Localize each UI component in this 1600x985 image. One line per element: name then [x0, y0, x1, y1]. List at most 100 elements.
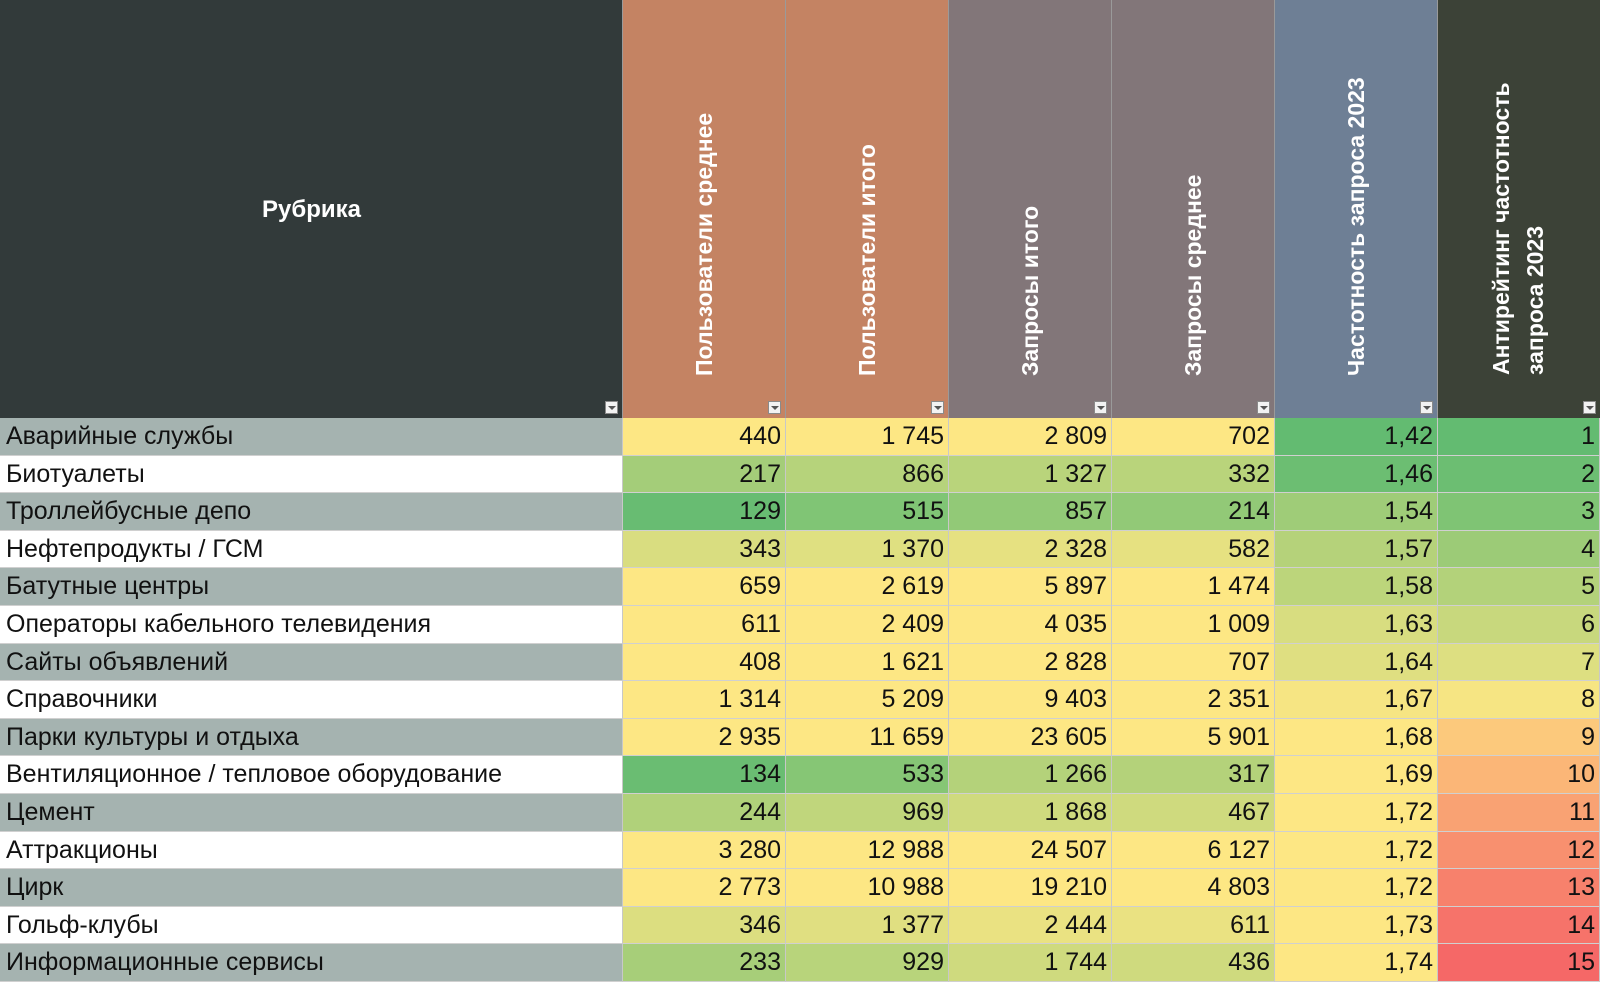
- header-frequency[interactable]: Частотность запроса 2023: [1275, 0, 1438, 418]
- users-total-cell[interactable]: 10 988: [786, 869, 949, 907]
- anti-cell[interactable]: 14: [1438, 906, 1600, 945]
- req-avg-cell[interactable]: 707: [1112, 643, 1275, 682]
- req-total-cell[interactable]: 1 868: [949, 794, 1112, 832]
- req-total-cell[interactable]: 1 266: [949, 756, 1112, 794]
- req-total-cell[interactable]: 2 328: [949, 530, 1112, 569]
- rubric-cell[interactable]: Батутные центры: [0, 568, 623, 606]
- filter-dropdown-icon[interactable]: [1583, 401, 1596, 414]
- filter-dropdown-icon[interactable]: [931, 401, 944, 414]
- users-total-cell[interactable]: 5 209: [786, 681, 949, 719]
- anti-cell[interactable]: 8: [1438, 681, 1600, 719]
- anti-cell[interactable]: 9: [1438, 718, 1600, 757]
- freq-cell[interactable]: 1,73: [1275, 906, 1438, 945]
- users-avg-cell[interactable]: 2 773: [623, 869, 786, 907]
- freq-cell[interactable]: 1,54: [1275, 493, 1438, 531]
- users-total-cell[interactable]: 929: [786, 944, 949, 982]
- anti-cell[interactable]: 3: [1438, 493, 1600, 531]
- users-avg-cell[interactable]: 244: [623, 794, 786, 832]
- req-avg-cell[interactable]: 332: [1112, 455, 1275, 494]
- freq-cell[interactable]: 1,69: [1275, 756, 1438, 794]
- filter-dropdown-icon[interactable]: [768, 401, 781, 414]
- header-users-total[interactable]: Пользователи итого: [786, 0, 949, 418]
- freq-cell[interactable]: 1,72: [1275, 794, 1438, 832]
- users-avg-cell[interactable]: 346: [623, 906, 786, 945]
- rubric-cell[interactable]: Сайты объявлений: [0, 643, 623, 682]
- anti-cell[interactable]: 15: [1438, 944, 1600, 982]
- header-rubric[interactable]: Рубрика: [0, 0, 623, 418]
- req-total-cell[interactable]: 1 327: [949, 455, 1112, 494]
- freq-cell[interactable]: 1,74: [1275, 944, 1438, 982]
- header-antirating[interactable]: Антирейтинг частотность запроса 2023: [1438, 0, 1600, 418]
- filter-dropdown-icon[interactable]: [605, 401, 618, 414]
- req-total-cell[interactable]: 1 744: [949, 944, 1112, 982]
- freq-cell[interactable]: 1,72: [1275, 831, 1438, 870]
- rubric-cell[interactable]: Цемент: [0, 794, 623, 832]
- anti-cell[interactable]: 7: [1438, 643, 1600, 682]
- req-avg-cell[interactable]: 582: [1112, 530, 1275, 569]
- rubric-cell[interactable]: Троллейбусные депо: [0, 493, 623, 531]
- rubric-cell[interactable]: Операторы кабельного телевидения: [0, 606, 623, 644]
- req-avg-cell[interactable]: 214: [1112, 493, 1275, 531]
- req-total-cell[interactable]: 5 897: [949, 568, 1112, 606]
- freq-cell[interactable]: 1,67: [1275, 681, 1438, 719]
- freq-cell[interactable]: 1,63: [1275, 606, 1438, 644]
- anti-cell[interactable]: 2: [1438, 455, 1600, 494]
- users-avg-cell[interactable]: 1 314: [623, 681, 786, 719]
- users-total-cell[interactable]: 533: [786, 756, 949, 794]
- req-avg-cell[interactable]: 6 127: [1112, 831, 1275, 870]
- anti-cell[interactable]: 11: [1438, 794, 1600, 832]
- users-total-cell[interactable]: 969: [786, 794, 949, 832]
- rubric-cell[interactable]: Вентиляционное / тепловое оборудование: [0, 756, 623, 794]
- rubric-cell[interactable]: Цирк: [0, 869, 623, 907]
- rubric-cell[interactable]: Нефтепродукты / ГСМ: [0, 530, 623, 569]
- header-requests-avg[interactable]: Запросы среднее: [1112, 0, 1275, 418]
- rubric-cell[interactable]: Парки культуры и отдыха: [0, 718, 623, 757]
- anti-cell[interactable]: 6: [1438, 606, 1600, 644]
- header-users-avg[interactable]: Пользователи среднее: [623, 0, 786, 418]
- anti-cell[interactable]: 12: [1438, 831, 1600, 870]
- freq-cell[interactable]: 1,58: [1275, 568, 1438, 606]
- users-total-cell[interactable]: 1 745: [786, 418, 949, 456]
- rubric-cell[interactable]: Биотуалеты: [0, 455, 623, 494]
- req-total-cell[interactable]: 4 035: [949, 606, 1112, 644]
- req-avg-cell[interactable]: 4 803: [1112, 869, 1275, 907]
- users-avg-cell[interactable]: 217: [623, 455, 786, 494]
- req-avg-cell[interactable]: 436: [1112, 944, 1275, 982]
- req-avg-cell[interactable]: 611: [1112, 906, 1275, 945]
- users-avg-cell[interactable]: 440: [623, 418, 786, 456]
- users-total-cell[interactable]: 2 409: [786, 606, 949, 644]
- users-total-cell[interactable]: 866: [786, 455, 949, 494]
- users-total-cell[interactable]: 1 621: [786, 643, 949, 682]
- req-avg-cell[interactable]: 317: [1112, 756, 1275, 794]
- users-total-cell[interactable]: 12 988: [786, 831, 949, 870]
- freq-cell[interactable]: 1,46: [1275, 455, 1438, 494]
- req-total-cell[interactable]: 857: [949, 493, 1112, 531]
- anti-cell[interactable]: 10: [1438, 756, 1600, 794]
- users-total-cell[interactable]: 11 659: [786, 718, 949, 757]
- filter-dropdown-icon[interactable]: [1094, 401, 1107, 414]
- users-avg-cell[interactable]: 3 280: [623, 831, 786, 870]
- users-total-cell[interactable]: 515: [786, 493, 949, 531]
- anti-cell[interactable]: 5: [1438, 568, 1600, 606]
- req-avg-cell[interactable]: 467: [1112, 794, 1275, 832]
- filter-dropdown-icon[interactable]: [1420, 401, 1433, 414]
- header-requests-total[interactable]: Запросы итого: [949, 0, 1112, 418]
- anti-cell[interactable]: 4: [1438, 530, 1600, 569]
- users-avg-cell[interactable]: 659: [623, 568, 786, 606]
- freq-cell[interactable]: 1,42: [1275, 418, 1438, 456]
- req-total-cell[interactable]: 24 507: [949, 831, 1112, 870]
- rubric-cell[interactable]: Гольф-клубы: [0, 906, 623, 945]
- freq-cell[interactable]: 1,68: [1275, 718, 1438, 757]
- req-total-cell[interactable]: 2 444: [949, 906, 1112, 945]
- rubric-cell[interactable]: Аттракционы: [0, 831, 623, 870]
- freq-cell[interactable]: 1,57: [1275, 530, 1438, 569]
- req-avg-cell[interactable]: 5 901: [1112, 718, 1275, 757]
- freq-cell[interactable]: 1,72: [1275, 869, 1438, 907]
- req-avg-cell[interactable]: 1 009: [1112, 606, 1275, 644]
- req-total-cell[interactable]: 23 605: [949, 718, 1112, 757]
- req-total-cell[interactable]: 19 210: [949, 869, 1112, 907]
- rubric-cell[interactable]: Информационные сервисы: [0, 944, 623, 982]
- users-avg-cell[interactable]: 611: [623, 606, 786, 644]
- req-avg-cell[interactable]: 702: [1112, 418, 1275, 456]
- users-avg-cell[interactable]: 233: [623, 944, 786, 982]
